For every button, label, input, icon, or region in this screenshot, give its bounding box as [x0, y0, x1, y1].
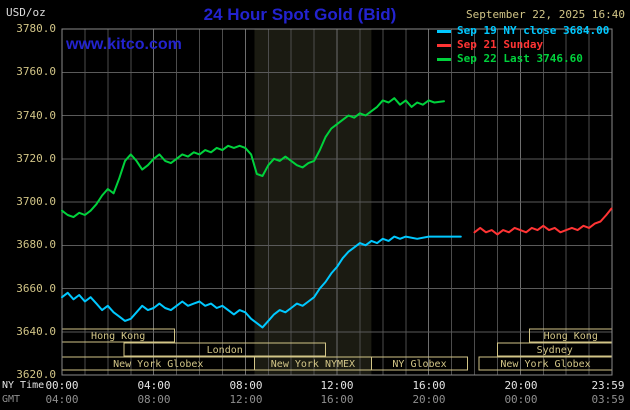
y-axis-tick: 3780.0 [16, 22, 56, 35]
y-axis-tick: 3680.0 [16, 238, 56, 251]
gmt-row-label: GMT [2, 394, 21, 405]
x-axis-tick-gmt: 04:00 [45, 393, 79, 406]
x-axis-tick-gmt: 20:00 [412, 393, 446, 406]
x-axis-tick-ny: 23:59 [591, 379, 625, 392]
legend: Sep 19 NY close 3684.00 Sep 21 Sunday Se… [437, 24, 609, 66]
ny-time-row-label: NY Time [2, 380, 45, 391]
legend-item-last: Sep 22 Last 3746.60 [437, 52, 609, 66]
y-axis-tick: 3640.0 [16, 325, 56, 338]
session-label: New York NYMEX [271, 359, 355, 370]
y-axis-tick: 3620.0 [16, 368, 56, 381]
legend-item-sunday: Sep 21 Sunday [437, 38, 609, 52]
session-label: Hong Kong [91, 331, 145, 342]
y-axis-tick: 3760.0 [16, 65, 56, 78]
session-label: Sydney [537, 345, 573, 356]
session-label: NY Globex [392, 359, 446, 370]
session-box [370, 356, 469, 371]
price-line-2 [61, 97, 445, 219]
x-axis-tick-gmt: 12:00 [229, 393, 263, 406]
plot-border [61, 28, 613, 376]
y-axis-tick: 3660.0 [16, 282, 56, 295]
session-label: London [207, 345, 243, 356]
price-line-1 [473, 207, 613, 236]
session-label: New York Globex [113, 359, 203, 370]
x-axis-tick-ny: 12:00 [320, 379, 354, 392]
session-label: New York Globex [500, 359, 590, 370]
session-label: Hong Kong [544, 331, 598, 342]
datetime-label: September 22, 2025 16:40 [466, 8, 625, 21]
y-axis-tick: 3700.0 [16, 195, 56, 208]
legend-label: Sep 22 Last 3746.60 [457, 52, 583, 65]
legend-label: Sep 21 Sunday [457, 38, 544, 51]
x-axis-tick-ny: 16:00 [412, 379, 446, 392]
x-axis-tick-gmt: 16:00 [320, 393, 354, 406]
legend-label: Sep 19 NY close 3684.00 [457, 24, 610, 37]
cyan-line-swatch [437, 29, 451, 33]
x-axis-tick-gmt: 08:00 [137, 393, 171, 406]
chart-title: 24 Hour Spot Gold (Bid) [203, 5, 397, 24]
red-line-swatch [437, 43, 451, 47]
y-axis-tick: 3720.0 [16, 152, 56, 165]
price-line-0 [61, 235, 462, 329]
x-axis-tick-ny: 20:00 [504, 379, 538, 392]
green-line-swatch [437, 57, 451, 61]
x-axis-tick-gmt: 00:00 [504, 393, 538, 406]
x-axis-tick-ny: 04:00 [137, 379, 171, 392]
y-axis-units-label: USD/oz [6, 6, 46, 19]
session-box [123, 342, 327, 357]
x-axis-tick-ny: 00:00 [45, 379, 79, 392]
legend-item-prev-close: Sep 19 NY close 3684.00 [437, 24, 609, 38]
x-axis-tick-gmt: 03:59 [591, 393, 625, 406]
y-axis-tick: 3740.0 [16, 109, 56, 122]
x-axis-tick-ny: 08:00 [229, 379, 263, 392]
kitco-watermark-link[interactable]: www.kitco.com [66, 36, 182, 53]
